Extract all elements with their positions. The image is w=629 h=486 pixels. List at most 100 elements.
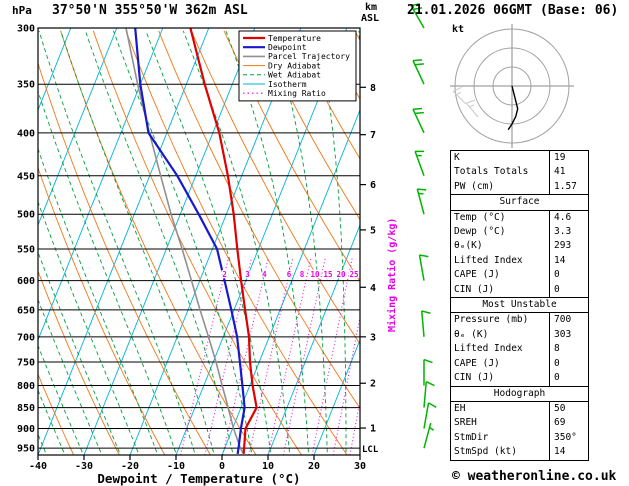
temp-tick-label: -20 (121, 461, 139, 472)
stat-label: K (454, 152, 460, 163)
km-tick-label: 5 (370, 225, 376, 236)
isotherm-line (38, 28, 164, 342)
dry-adiabat-line (256, 30, 360, 221)
stat-label: CAPE (J) (454, 357, 500, 369)
km-tick-label: 2 (370, 379, 376, 390)
dry-adiabat-line (38, 270, 120, 455)
pressure-tick-label: 850 (17, 403, 35, 414)
mixing-ratio-value-label: 8 (300, 270, 305, 279)
wet-adiabat-line (38, 147, 158, 453)
legend-item-label: Parcel Trajectory (268, 52, 350, 61)
stat-row: StmSpd (kt) 14 (451, 445, 588, 460)
legend-item-label: Temperature (268, 34, 321, 43)
stats-table: K 19 Totals Totals 41 PW (cm) 1.57 Surface Temp… (450, 150, 589, 461)
pressure-tick-label: 600 (17, 276, 35, 287)
stat-label: Lifted Index (454, 343, 523, 355)
wind-barb-column (410, 3, 437, 449)
pressure-tick-label: 750 (17, 357, 35, 368)
stat-row: CAPE (J) 0 (451, 356, 588, 372)
wet-adiabat-line (60, 30, 214, 453)
stat-value: 303 (549, 327, 588, 343)
stat-row: PW (cm) 1.57 (451, 179, 588, 195)
stat-label: PW (cm) (454, 180, 495, 192)
mixing-ratio-line (282, 257, 326, 455)
wind-barb-feather (410, 3, 420, 7)
stat-label: SREH (454, 417, 477, 429)
wind-barb-feather (453, 87, 462, 92)
stat-row: CIN (J) 0 (451, 282, 588, 298)
wind-barb-feather (417, 188, 427, 191)
plot-border (37, 27, 361, 456)
pressure-tick-label: 450 (17, 171, 35, 182)
temp-tick-label: -40 (29, 461, 47, 472)
legend-item-label: Dry Adiabat (268, 61, 321, 70)
wind-barb-feather (466, 99, 476, 104)
stat-row: SREH 69 (451, 416, 588, 431)
mixing-ratio-line (332, 314, 360, 455)
stat-row: Dewp (°C) 3.3 (451, 225, 588, 240)
temp-tick-label: 20 (308, 461, 320, 472)
dry-adiabat-line (38, 166, 166, 455)
pressure-tick-label: 300 (17, 24, 35, 35)
wind-barb-half-feather (415, 11, 421, 15)
hodograph (450, 24, 574, 148)
stat-value: 41 (549, 165, 588, 180)
datetime-title: 21.01.2026 06GMT (Base: 06) (407, 3, 619, 18)
wind-barb-staff (423, 402, 430, 429)
wet-adiabat-line (182, 30, 290, 453)
stat-value: 0 (549, 268, 588, 283)
mixing-ratio-value-label: 10 (310, 270, 320, 279)
km-tick-label: 1 (370, 424, 376, 435)
dry-adiabat-line (158, 30, 360, 410)
pressure-tick-label: 650 (17, 305, 35, 316)
stat-value: 14 (549, 253, 588, 269)
wind-barb-half-feather (429, 426, 435, 431)
stat-label: Dewp (°C) (454, 226, 506, 238)
stat-value: 1.57 (549, 179, 588, 195)
table-section: Hodograph EH 50 SREH 69 StmDir 350° StmSpd (kt)… (450, 385, 589, 461)
dry-adiabat-line (38, 373, 75, 455)
stat-row: Lifted Index 14 (451, 253, 588, 269)
mixing-ratio-axis-label: Mixing Ratio (g/kg) (387, 217, 398, 332)
mixing-ratio-value-label: 15 (323, 270, 332, 279)
stat-label: EH (454, 402, 466, 414)
stat-label: Totals Totals (454, 166, 529, 178)
wind-barb-feather (412, 59, 423, 62)
mixing-ratio-value-label: 4 (262, 270, 267, 279)
stat-label: Temp (°C) (454, 211, 506, 223)
altitude-unit-km: km (365, 2, 378, 13)
pressure-tick-label: 900 (17, 424, 35, 435)
mixing-ratio-value-label: 25 (349, 270, 358, 279)
km-tick-label: 3 (370, 332, 376, 343)
stat-row: Totals Totals 41 (451, 165, 588, 180)
wind-barb-staff (423, 422, 432, 449)
stat-row: CAPE (J) 0 (451, 268, 588, 283)
hodograph-trace (507, 85, 519, 131)
stat-label: CIN (J) (454, 372, 495, 384)
wet-adiabat-line (38, 298, 102, 453)
legend-item-label: Dewpoint (268, 43, 307, 52)
wet-adiabat-line (0, 31, 9, 452)
x-axis-label: Dewpoint / Temperature (°C) (97, 471, 301, 486)
parcel-trajectory-curve (125, 28, 245, 455)
station-title: 37°50'N 355°50'W 362m ASL (52, 3, 248, 18)
wet-adiabat-line (38, 30, 195, 453)
stat-row: K 19 (451, 151, 588, 166)
stat-label: StmSpd (kt) (454, 446, 517, 458)
stat-row: θₑ (K) 303 (451, 327, 588, 343)
temperature-curve (189, 28, 258, 454)
mixing-ratio-value-label: 2 (222, 270, 227, 279)
wet-adiabat-line (38, 344, 83, 453)
table-section: Surface Temp (°C) 4.6 Dewp (°C) 3.3 θₑ(K) 293 L… (450, 194, 589, 299)
stat-value: 3.3 (549, 225, 588, 240)
pressure-tick-label: 400 (17, 128, 35, 139)
isotherm-line (267, 223, 360, 455)
legend-item-label: Mixing Ratio (268, 89, 326, 98)
wind-barb-staff (466, 102, 479, 118)
stat-label: CIN (J) (454, 283, 495, 295)
wind-barb-feather (425, 381, 435, 387)
wind-barb-feather (413, 7, 423, 11)
pressure-tick-label: 950 (17, 444, 35, 455)
wind-barb-feather (421, 310, 431, 314)
